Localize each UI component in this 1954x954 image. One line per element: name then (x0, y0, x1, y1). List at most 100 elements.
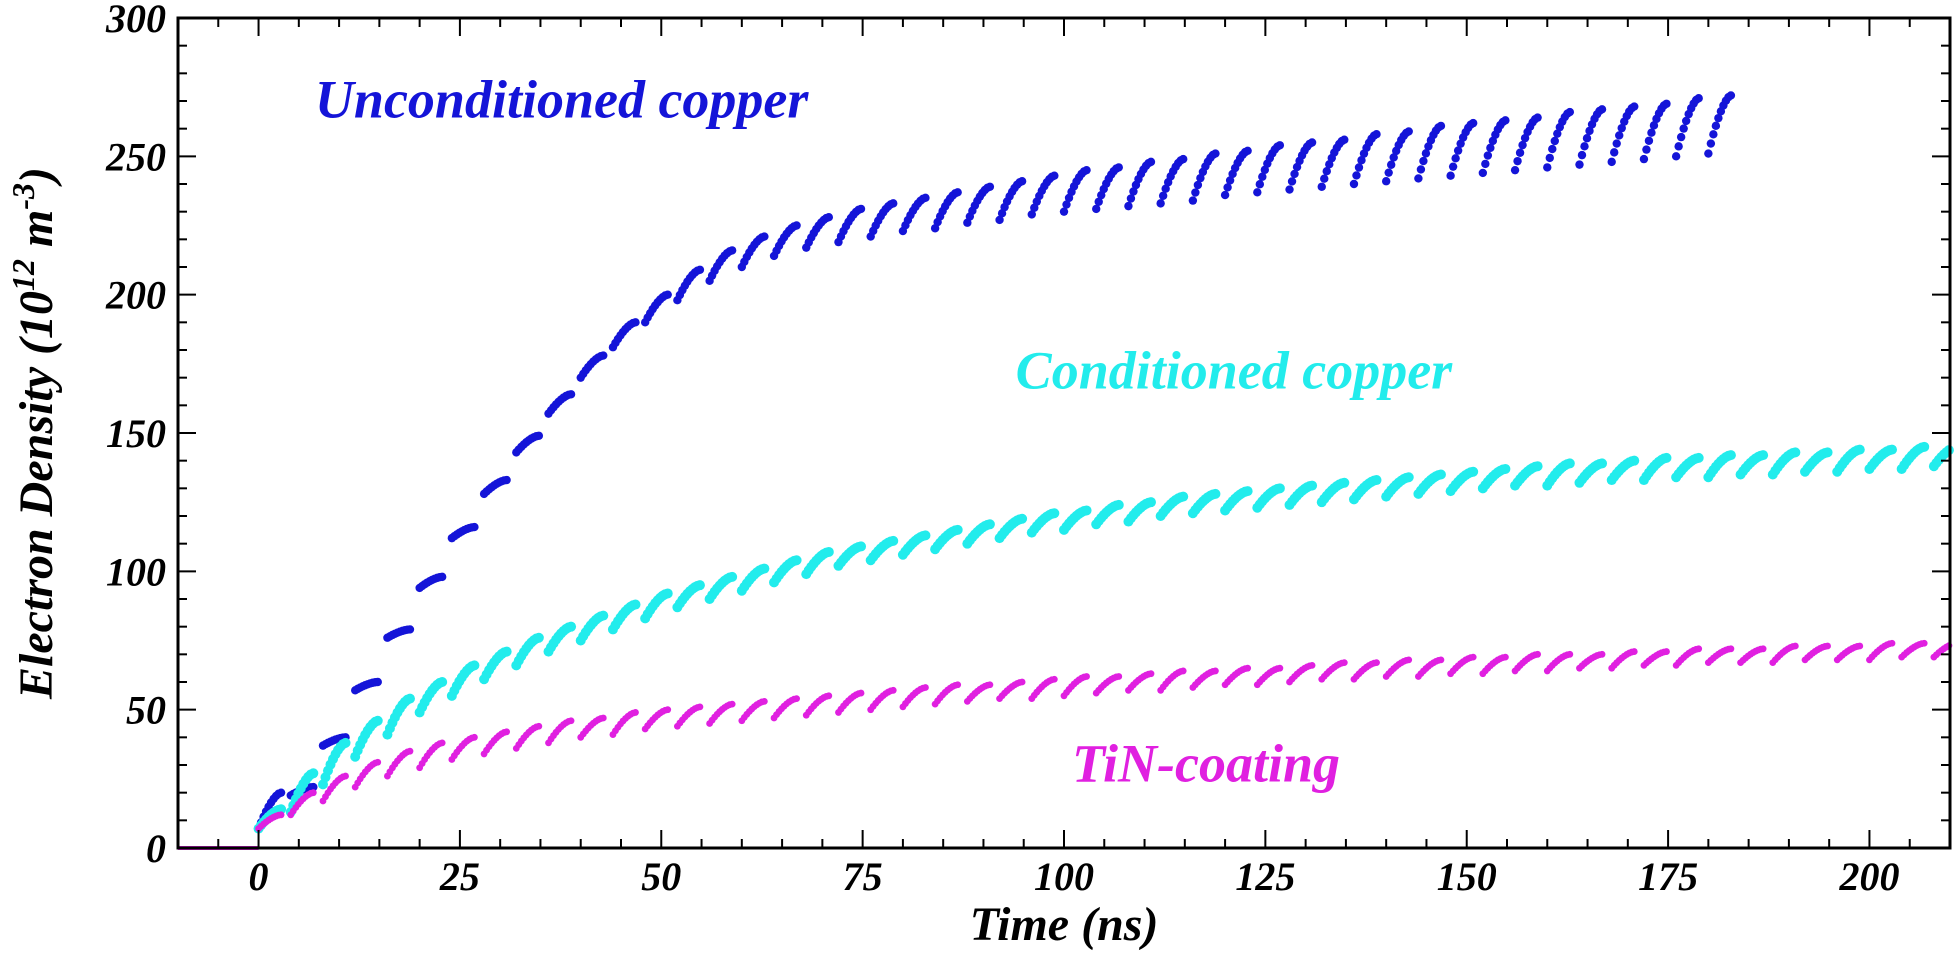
data-point (1179, 667, 1187, 675)
data-point (1049, 508, 1060, 519)
data-point (567, 717, 575, 725)
data-point (1404, 127, 1413, 136)
data-point (889, 686, 897, 694)
data-point (921, 193, 930, 203)
x-tick-label: 75 (843, 854, 883, 899)
data-point (1126, 194, 1136, 203)
data-point (922, 684, 929, 691)
data-point (372, 715, 383, 726)
data-point (598, 610, 609, 621)
data-point (1220, 190, 1230, 200)
data-point (1437, 656, 1445, 664)
data-point (1759, 645, 1767, 653)
data-point (1129, 187, 1138, 196)
data-point (1244, 664, 1252, 672)
data-point (1158, 191, 1168, 200)
data-point (1320, 174, 1329, 183)
data-point (824, 213, 834, 222)
data-point (1548, 144, 1557, 154)
data-point (1630, 102, 1639, 111)
data-point (503, 728, 511, 736)
y-axis-title-main: Electron Density (10 (10, 291, 63, 700)
data-point (1050, 171, 1059, 180)
data-point (1791, 642, 1799, 650)
y-tick-label: 250 (105, 134, 166, 179)
data-point (1419, 156, 1428, 166)
data-point (759, 563, 770, 574)
data-point (1888, 639, 1896, 647)
data-point (1188, 196, 1198, 205)
data-point (276, 788, 286, 797)
y-tick-label: 200 (105, 273, 166, 318)
data-point (599, 714, 607, 722)
data-point (662, 588, 673, 599)
data-point (438, 739, 446, 747)
data-point (1483, 151, 1493, 160)
data-point (631, 318, 640, 327)
data-point (437, 677, 448, 687)
data-point (1711, 121, 1721, 131)
data-point (727, 571, 738, 582)
data-point (469, 660, 480, 671)
data-point (1580, 142, 1589, 151)
data-point (1255, 180, 1265, 189)
data-point (533, 632, 544, 643)
data-point (1510, 165, 1520, 175)
plot-frame (176, 16, 1952, 850)
data-point (1704, 149, 1713, 158)
data-point (1597, 105, 1607, 114)
data-point (954, 681, 962, 689)
data-point (1081, 505, 1092, 516)
data-point (1629, 455, 1640, 466)
data-point (308, 768, 319, 779)
data-point (1617, 123, 1626, 133)
data-point (1092, 204, 1101, 214)
data-point (1017, 513, 1028, 524)
data-point (952, 524, 963, 535)
data-point (1307, 480, 1318, 491)
data-point (277, 811, 285, 819)
data-point (1354, 163, 1364, 172)
data-point (1597, 458, 1608, 469)
data-point (1481, 159, 1490, 169)
data-point (632, 709, 639, 716)
data-point (276, 804, 287, 815)
data-point (1253, 188, 1262, 197)
data-point (405, 625, 415, 634)
data-point (1349, 179, 1359, 189)
tick-labels: 0 25 50 75 100 125 150 175 200 0 50 100 150 200 250 300 (105, 0, 1899, 899)
data-point (1543, 163, 1552, 172)
data-point (760, 232, 769, 241)
data-point (1317, 182, 1326, 191)
data-point (1468, 466, 1479, 477)
data-point (1674, 142, 1683, 151)
data-point (1607, 157, 1616, 167)
data-point (1114, 163, 1123, 172)
data-point (1612, 139, 1621, 148)
data-point (1695, 645, 1703, 653)
data-point (985, 182, 995, 191)
data-point (823, 546, 834, 557)
data-point (1545, 153, 1554, 163)
data-point (856, 204, 866, 214)
data-point (1598, 650, 1606, 658)
data-point (1630, 648, 1638, 655)
data-markers (178, 91, 1954, 850)
x-tick-label: 150 (1437, 854, 1497, 899)
data-point (1534, 650, 1542, 658)
data-point (1027, 210, 1036, 219)
data-point (1610, 148, 1619, 157)
data-point (825, 692, 833, 700)
data-point (1308, 662, 1316, 669)
data-point (889, 199, 898, 208)
data-point (1373, 659, 1380, 667)
data-point (406, 747, 414, 755)
data-point (1854, 444, 1865, 455)
y-axis-title-unit: m (10, 210, 63, 259)
data-point (1421, 149, 1431, 158)
data-point (1564, 458, 1575, 469)
data-point (1585, 126, 1594, 136)
data-point (1671, 152, 1681, 161)
series-label: Unconditioned copper (315, 70, 809, 130)
data-point (1518, 140, 1527, 150)
